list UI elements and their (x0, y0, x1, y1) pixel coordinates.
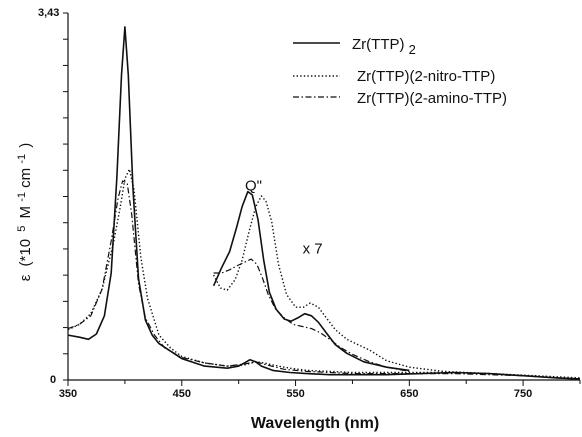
legend-label-base: Zr(TTP) (352, 36, 404, 53)
legend-label-amino: Zr(TTP)(2-amino-TTP) (357, 90, 507, 107)
y-axis-exp5: 5 (16, 226, 28, 232)
y-axis-title: ε (*10 5 M -1 cm -1 ) (12, 143, 34, 282)
y-axis-mid: M (17, 206, 34, 219)
series-layer (67, 26, 581, 380)
y-axis-symbol: ε (17, 274, 34, 281)
inset-x7-line-1 (212, 195, 581, 379)
x-tick-label: 350 (59, 388, 77, 400)
annotation-q-band: Q" (245, 178, 262, 195)
legend-label-nitro: Zr(TTP)(2-nitro-TTP) (357, 68, 495, 85)
y-tick-label-top: 3,43 (38, 7, 59, 19)
annotation-x7: x 7 (303, 241, 323, 258)
y-tick-label-zero: 0 (50, 374, 56, 386)
x-tick-label: 450 (173, 388, 191, 400)
inset-x7-line-0 (212, 190, 410, 372)
y-axis-exp-neg1b: -1 (16, 154, 28, 164)
series-line-0 (67, 26, 581, 380)
legend-label-zr-ttp2: Zr(TTP) 2 (352, 36, 416, 57)
y-axis-close: ) (17, 143, 34, 148)
y-axis-prefix: (*10 (17, 239, 34, 267)
x-tick-label: 550 (286, 388, 304, 400)
y-axis-cm: cm (17, 168, 34, 188)
x-axis-title: Wavelength (nm) (251, 415, 379, 432)
x-tick-label: 750 (514, 388, 532, 400)
series-line-2 (67, 180, 581, 380)
inset-x7-line-2 (213, 258, 410, 372)
legend: Zr(TTP) 2 Zr(TTP)(2-nitro-TTP) Zr(TTP)(2… (293, 36, 507, 107)
x-tick-label: 650 (400, 388, 418, 400)
y-axis-exp-neg1a: -1 (16, 192, 28, 202)
series-line-1 (67, 168, 581, 380)
axis-ticks (63, 12, 581, 386)
legend-label-sub: 2 (409, 42, 416, 57)
